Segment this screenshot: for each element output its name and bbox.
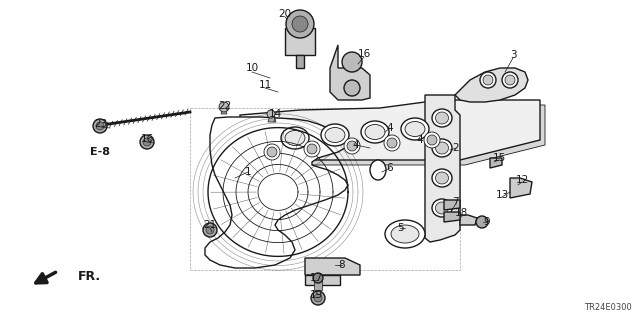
Ellipse shape	[321, 124, 349, 146]
Circle shape	[264, 144, 280, 160]
Text: 8: 8	[339, 260, 346, 270]
Text: 4: 4	[387, 123, 394, 133]
Circle shape	[206, 226, 214, 234]
Circle shape	[483, 75, 493, 85]
Text: 10: 10	[245, 63, 259, 73]
Text: 17: 17	[309, 273, 323, 283]
Polygon shape	[510, 178, 532, 198]
Circle shape	[311, 291, 325, 305]
Circle shape	[476, 216, 488, 228]
Circle shape	[313, 273, 323, 283]
Ellipse shape	[432, 139, 452, 157]
Polygon shape	[330, 45, 370, 100]
Ellipse shape	[285, 131, 305, 146]
Text: 6: 6	[387, 163, 394, 173]
Ellipse shape	[325, 127, 345, 142]
Polygon shape	[205, 117, 348, 268]
Ellipse shape	[435, 112, 449, 124]
Polygon shape	[425, 95, 460, 242]
Circle shape	[384, 135, 400, 151]
Ellipse shape	[361, 121, 389, 143]
Ellipse shape	[435, 142, 449, 154]
Ellipse shape	[370, 160, 386, 180]
Polygon shape	[221, 108, 227, 114]
Polygon shape	[490, 158, 502, 168]
Circle shape	[502, 72, 518, 88]
Ellipse shape	[391, 225, 419, 243]
Text: 15: 15	[492, 153, 506, 163]
Polygon shape	[314, 278, 322, 290]
Text: 22: 22	[218, 101, 232, 111]
Text: 21: 21	[204, 220, 216, 230]
Circle shape	[314, 294, 322, 302]
Text: TR24E0300: TR24E0300	[584, 303, 632, 312]
Text: 11: 11	[259, 80, 271, 90]
Text: 13: 13	[495, 190, 509, 200]
Ellipse shape	[365, 124, 385, 140]
Text: 4: 4	[417, 135, 423, 145]
Circle shape	[387, 138, 397, 148]
Text: 1: 1	[244, 167, 252, 177]
Circle shape	[427, 135, 437, 145]
Polygon shape	[305, 275, 340, 285]
Circle shape	[143, 138, 151, 146]
Circle shape	[480, 72, 496, 88]
Polygon shape	[444, 200, 460, 210]
Circle shape	[424, 132, 440, 148]
Polygon shape	[296, 55, 304, 68]
Circle shape	[140, 135, 154, 149]
Polygon shape	[285, 28, 315, 55]
Ellipse shape	[435, 172, 449, 184]
Circle shape	[505, 75, 515, 85]
Text: 23: 23	[94, 119, 108, 129]
Text: 4: 4	[353, 140, 359, 150]
Text: 16: 16	[357, 49, 371, 59]
Polygon shape	[444, 212, 460, 222]
Circle shape	[267, 110, 275, 118]
Polygon shape	[455, 68, 528, 102]
Ellipse shape	[405, 122, 425, 137]
Text: 7: 7	[452, 197, 458, 207]
Text: 2: 2	[452, 143, 460, 153]
Ellipse shape	[435, 202, 449, 214]
Text: E-8: E-8	[90, 147, 110, 157]
Circle shape	[342, 52, 362, 72]
Circle shape	[344, 138, 360, 154]
Ellipse shape	[401, 118, 429, 140]
Text: 16: 16	[140, 134, 154, 144]
Text: 9: 9	[484, 217, 490, 227]
Polygon shape	[305, 258, 360, 275]
Ellipse shape	[432, 199, 452, 217]
Circle shape	[219, 102, 229, 112]
Text: 18: 18	[454, 208, 468, 218]
Circle shape	[344, 80, 360, 96]
Text: 12: 12	[515, 175, 529, 185]
Polygon shape	[268, 115, 276, 122]
Text: 19: 19	[309, 290, 323, 300]
Circle shape	[267, 147, 277, 157]
Circle shape	[203, 223, 217, 237]
Circle shape	[93, 119, 107, 133]
Ellipse shape	[385, 220, 425, 248]
Ellipse shape	[432, 109, 452, 127]
Text: 3: 3	[509, 50, 516, 60]
Circle shape	[347, 141, 357, 151]
Polygon shape	[248, 105, 545, 165]
Text: FR.: FR.	[78, 269, 101, 283]
Circle shape	[292, 16, 308, 32]
Ellipse shape	[432, 169, 452, 187]
Circle shape	[286, 10, 314, 38]
Ellipse shape	[281, 127, 309, 149]
Polygon shape	[460, 215, 477, 225]
Circle shape	[307, 144, 317, 154]
Text: 14: 14	[268, 109, 282, 119]
Circle shape	[96, 122, 104, 130]
Circle shape	[304, 141, 320, 157]
Text: 5: 5	[397, 223, 403, 233]
Text: 20: 20	[278, 9, 292, 19]
Polygon shape	[240, 100, 540, 160]
